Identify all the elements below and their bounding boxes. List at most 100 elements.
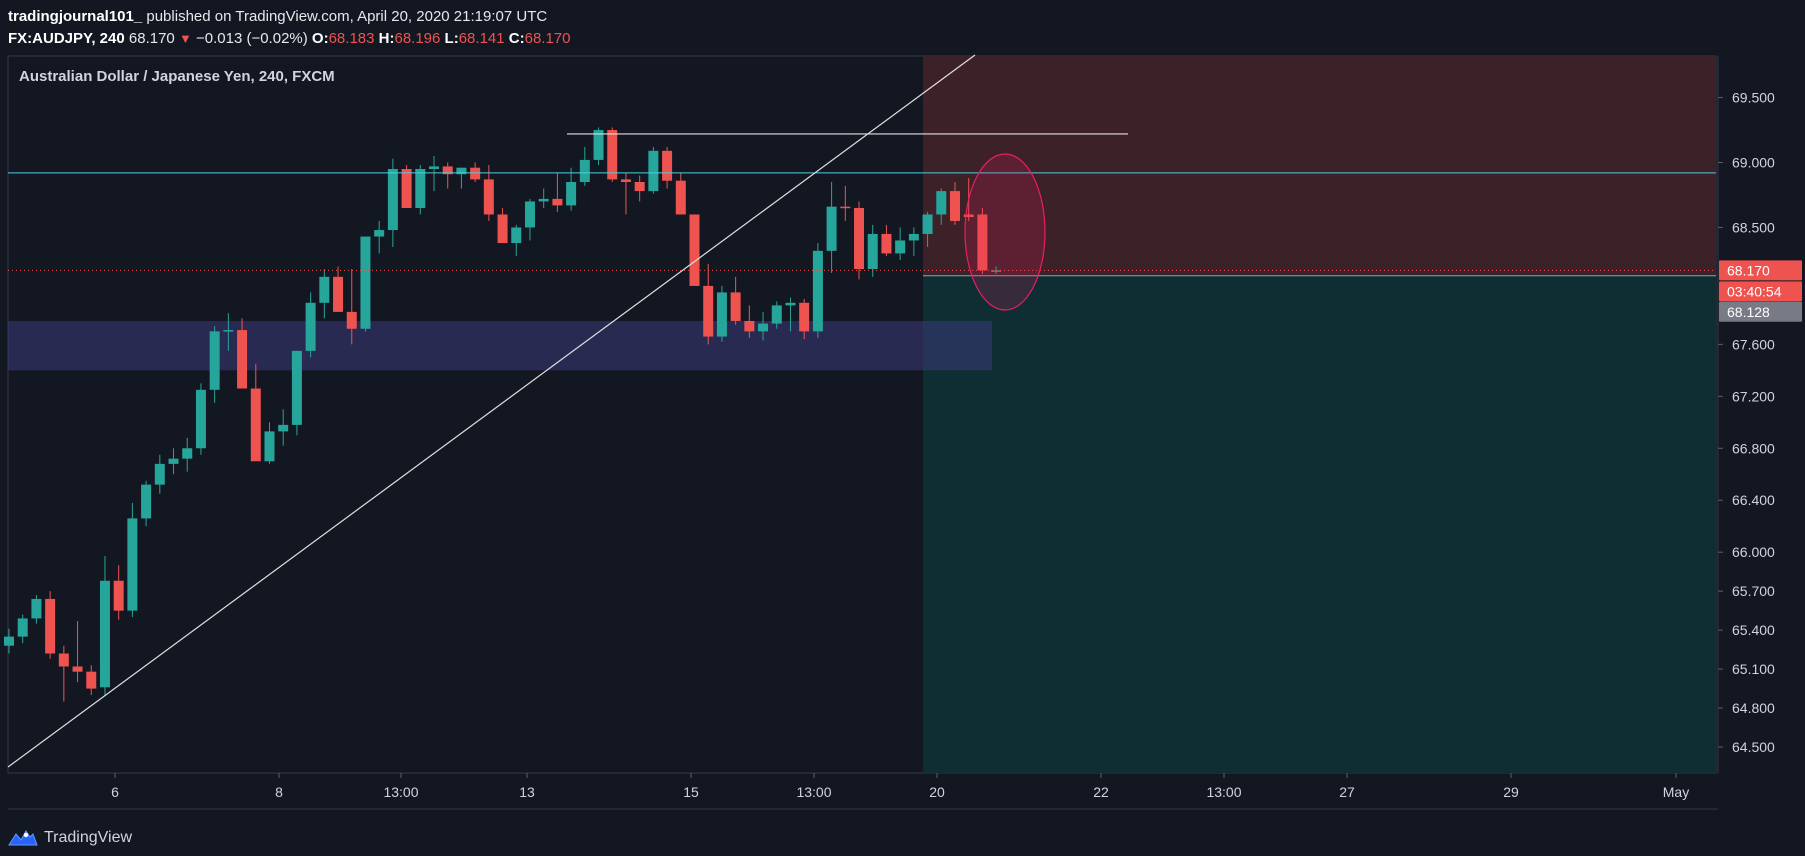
candle	[374, 220, 385, 254]
candle	[593, 127, 604, 166]
candle-body	[922, 214, 933, 234]
price-tick-label: 67.600	[1732, 336, 1775, 352]
time-tick-label: 29	[1503, 784, 1519, 800]
candle	[867, 224, 878, 277]
candle	[497, 207, 508, 244]
candle	[209, 326, 220, 403]
chart-title: Australian Dollar / Japanese Yen, 240, F…	[19, 68, 335, 85]
candle-body	[72, 666, 83, 672]
candle-body	[840, 206, 851, 209]
down-arrow-icon: ▼	[178, 31, 192, 46]
candle	[936, 188, 947, 225]
candle	[552, 172, 563, 212]
candle	[429, 156, 440, 192]
candle	[840, 185, 851, 221]
candle	[401, 165, 412, 208]
candle	[141, 480, 152, 527]
candle	[319, 269, 330, 319]
close-label: C:	[508, 30, 525, 47]
candle	[168, 448, 179, 475]
candle-body	[17, 618, 28, 637]
candle-body	[785, 302, 796, 306]
candle-body	[867, 233, 878, 270]
candle-body	[689, 214, 700, 286]
candle	[566, 167, 577, 211]
candle-body	[401, 169, 412, 208]
symbol-name: FX:AUDJPY, 240	[8, 30, 125, 47]
candle	[45, 591, 56, 659]
low-label: L:	[444, 30, 459, 47]
candle	[620, 172, 631, 215]
candle-body	[963, 214, 974, 218]
candle-body	[250, 388, 261, 462]
candle-body	[4, 636, 14, 646]
candle-body	[346, 311, 357, 329]
candle	[195, 383, 206, 455]
time-tick-label: 15	[683, 784, 699, 800]
candle	[237, 318, 248, 389]
candle	[305, 292, 316, 358]
candle-body	[648, 150, 659, 192]
candle-body	[470, 167, 481, 180]
candle-body	[566, 181, 577, 206]
candle-body	[511, 227, 522, 244]
take-profit-zone	[923, 275, 1716, 773]
candle-body	[538, 198, 549, 202]
symbol-line: FX:AUDJPY, 240 68.170 ▼ −0.013 (−0.02%) …	[8, 28, 571, 50]
candle	[703, 263, 714, 345]
candle	[662, 146, 673, 189]
candle-body	[154, 463, 165, 485]
candle	[31, 595, 42, 624]
time-tick-label: 8	[275, 784, 283, 800]
candle	[977, 207, 988, 275]
candle	[346, 269, 357, 345]
candle-body	[634, 181, 645, 192]
time-tick-label: May	[1663, 784, 1689, 800]
candle	[99, 556, 110, 696]
candle	[607, 127, 618, 182]
candle-body	[497, 214, 508, 244]
candle-body	[141, 484, 152, 519]
candle-body	[442, 166, 453, 175]
candle	[360, 236, 371, 332]
stop-loss-zone	[923, 56, 1716, 276]
price-tick-label: 66.400	[1732, 492, 1775, 508]
candle	[470, 162, 481, 182]
price-tick-label: 65.100	[1732, 661, 1775, 677]
price-tick-label: 64.800	[1732, 700, 1775, 716]
candle-body	[552, 198, 563, 206]
candle-body	[812, 250, 823, 332]
candle-body	[333, 276, 344, 312]
time-tick-label: 20	[929, 784, 945, 800]
candle	[291, 350, 302, 436]
candle-body	[483, 179, 494, 215]
candle	[387, 158, 398, 247]
candle	[922, 211, 933, 247]
candle	[86, 665, 97, 696]
publish-line: tradingjournal101_ published on TradingV…	[8, 6, 571, 28]
candle-body	[730, 292, 741, 321]
support-zone	[8, 320, 992, 371]
last-price-label: 68.170	[1727, 262, 1770, 278]
price-tick-label: 68.500	[1732, 219, 1775, 235]
candle-body	[86, 671, 97, 689]
candle	[456, 167, 467, 189]
candle-body	[854, 207, 865, 270]
price-tick-label: 64.500	[1732, 739, 1775, 755]
time-tick-label: 13:00	[1206, 784, 1241, 800]
candle-body	[991, 270, 1002, 272]
price-tick-label: 65.400	[1732, 622, 1775, 638]
candle-body	[319, 276, 330, 303]
candle-body	[387, 169, 398, 231]
footer-brand[interactable]: TradingView	[8, 828, 132, 848]
candle-body	[456, 167, 467, 175]
candle-body	[895, 240, 906, 254]
candle	[511, 224, 522, 257]
highlight-ellipse	[964, 153, 1046, 311]
candle	[127, 502, 138, 618]
candle-body	[31, 598, 42, 619]
candle	[812, 243, 823, 338]
open-value: 68.183	[328, 30, 375, 47]
author-name[interactable]: tradingjournal101_	[8, 8, 143, 25]
